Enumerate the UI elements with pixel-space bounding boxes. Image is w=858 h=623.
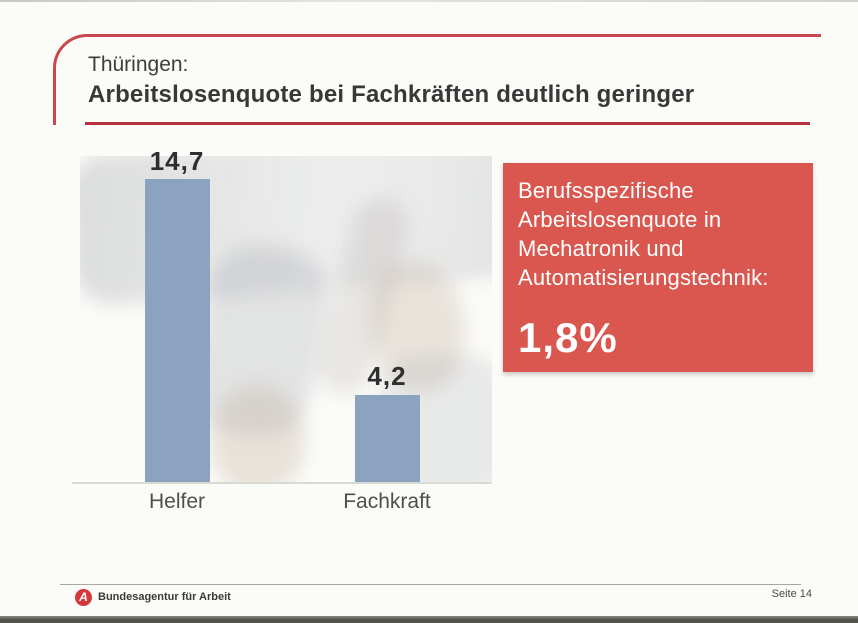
logo-glyph: A: [79, 589, 88, 604]
scan-artifact-top-edge: [0, 0, 858, 2]
bar-helfer: [145, 179, 210, 482]
page-title: Arbeitslosenquote bei Fachkräften deutli…: [88, 81, 695, 108]
callout-box: Berufsspezifische Arbeitslosenquote in M…: [503, 163, 813, 372]
slide-pretitle: Thüringen:: [88, 53, 189, 76]
red-frame-decoration: [53, 34, 821, 125]
category-label-fachkraft: Fachkraft: [343, 490, 431, 513]
bar-chart: [0, 152, 858, 482]
bundesagentur-logo-icon: A: [75, 588, 92, 606]
footer: A Bundesagentur für Arbeit: [75, 587, 813, 607]
page-number: Seite 14: [771, 588, 812, 600]
callout-line-1: Berufsspezifische: [518, 178, 694, 203]
callout-line-2: Arbeitslosenquote in: [518, 207, 722, 232]
x-axis-line: [72, 482, 492, 484]
callout-line-3: Mechatronik und: [518, 236, 684, 261]
footer-divider: [60, 584, 801, 585]
bar-fachkraft: [355, 395, 420, 482]
callout-line-4: Automatisierungstechnik:: [518, 265, 769, 290]
footer-org-name: Bundesagentur für Arbeit: [98, 591, 231, 603]
bar-value-fachkraft: 4,2: [367, 361, 407, 391]
title-underline: [85, 122, 810, 125]
category-label-helfer: Helfer: [148, 490, 206, 513]
slide-header: Thüringen: Arbeitslosenquote bei Fachkrä…: [88, 52, 812, 110]
callout-text: Berufsspezifische Arbeitslosenquote in M…: [518, 176, 803, 292]
callout-value: 1,8%: [518, 314, 618, 361]
scan-artifact-bottom-edge: [0, 616, 858, 623]
bar-value-helfer: 14,7: [149, 146, 205, 176]
